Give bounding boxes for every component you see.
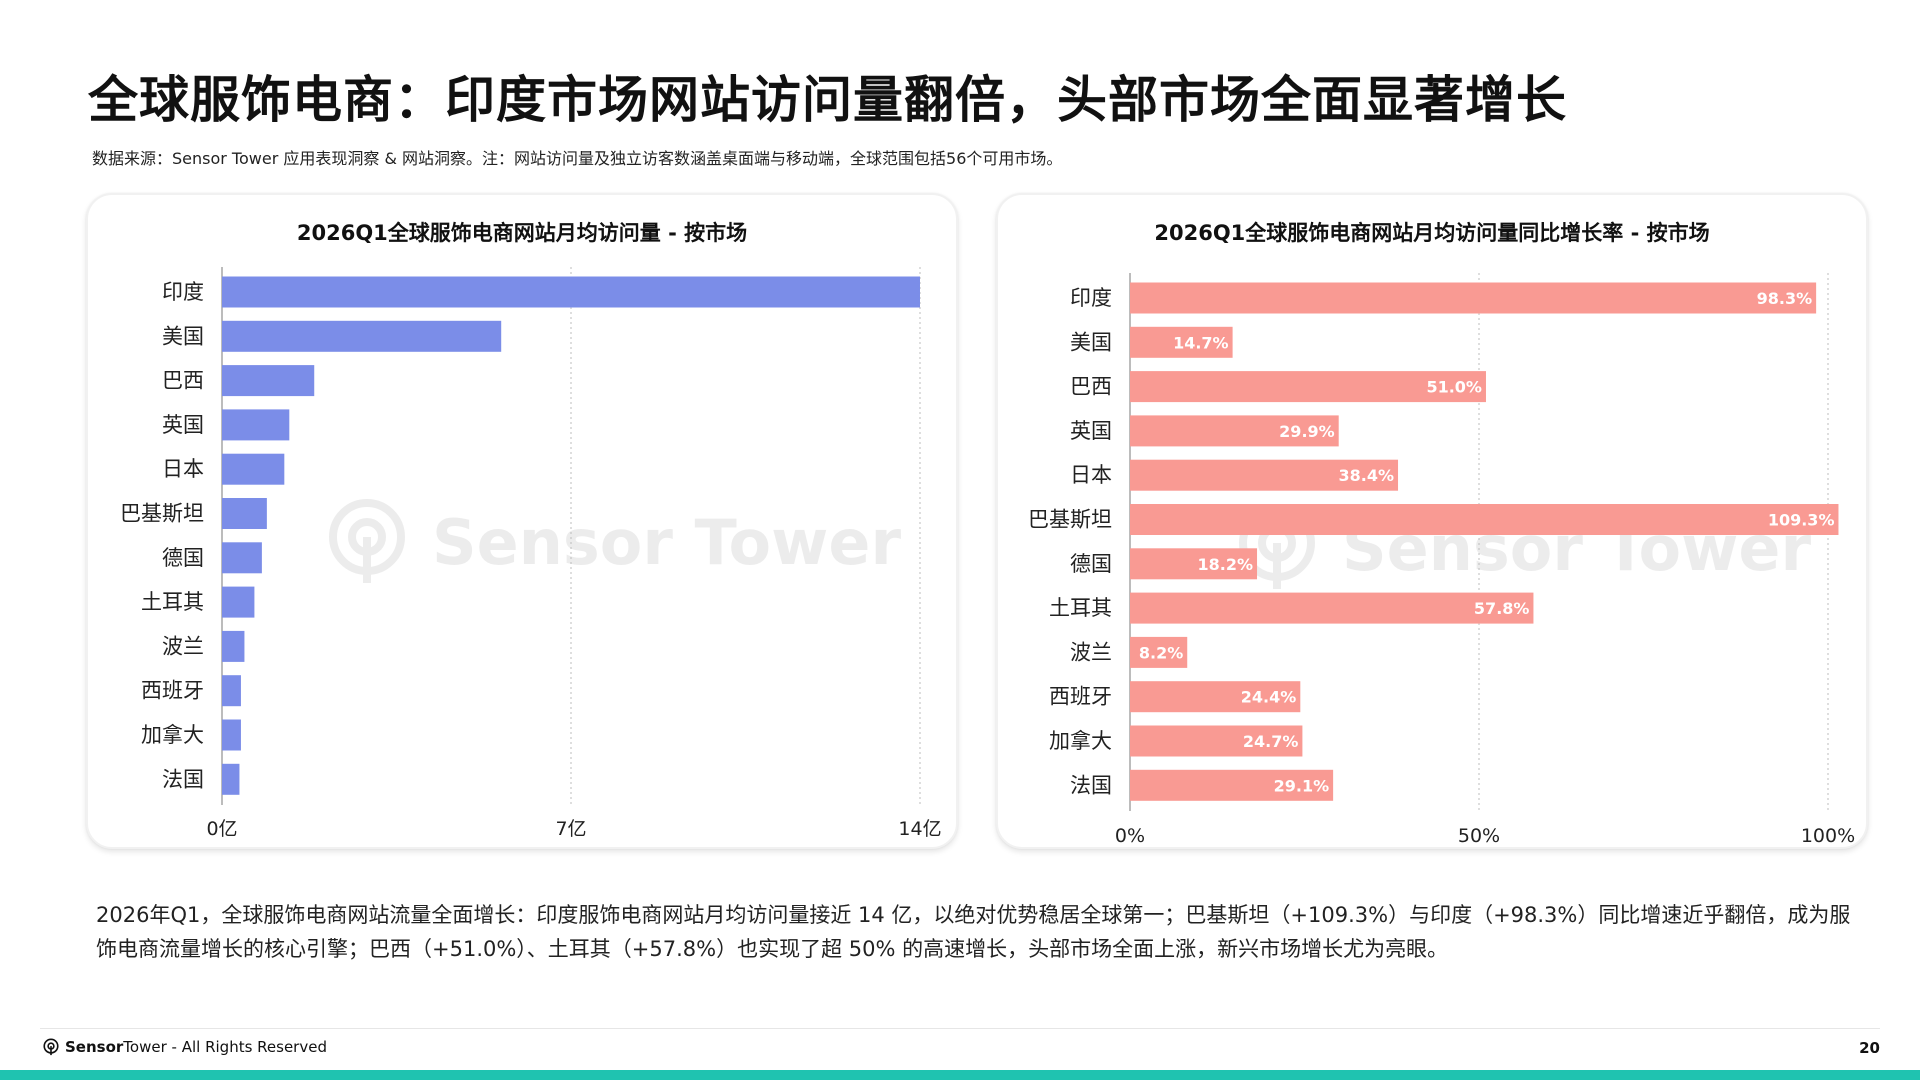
page-number: 20 — [1859, 1039, 1880, 1057]
category-label: 加拿大 — [141, 723, 204, 747]
bar — [222, 453, 285, 485]
footer-brand-bold: Sensor — [65, 1038, 124, 1056]
value-label: 18.2% — [1198, 555, 1254, 574]
value-label: 29.9% — [1279, 422, 1335, 441]
x-tick-label: 100% — [1801, 825, 1855, 847]
category-label: 土耳其 — [1049, 596, 1112, 620]
category-label: 印度 — [162, 280, 204, 304]
bar — [222, 276, 920, 308]
bar — [222, 586, 255, 618]
value-label: 109.3% — [1768, 511, 1835, 530]
category-label: 美国 — [162, 324, 204, 348]
bar — [222, 542, 262, 574]
footer-brand-regular: Tower — [123, 1038, 167, 1056]
value-label: 8.2% — [1139, 643, 1183, 662]
category-label: 西班牙 — [141, 679, 204, 703]
bar — [222, 409, 290, 441]
summary-text: 2026年Q1，全球服饰电商网站流量全面增长：印度服饰电商网站月均访问量接近 1… — [96, 903, 1851, 961]
category-label: 英国 — [162, 413, 204, 437]
category-label: 土耳其 — [141, 590, 204, 614]
bottom-accent-bar — [0, 1070, 1920, 1080]
bar — [1130, 415, 1339, 447]
category-label: 法国 — [1070, 773, 1112, 797]
bar — [222, 365, 315, 397]
x-tick-label: 0亿 — [206, 818, 237, 840]
x-tick-label: 14亿 — [898, 818, 941, 840]
chart-title: 2026Q1全球服饰电商网站月均访问量同比增长率 - 按市场 — [1154, 221, 1710, 245]
bar — [1130, 592, 1534, 624]
bar — [1130, 504, 1839, 535]
data-source-note: 数据来源：Sensor Tower 应用表现洞察 & 网站洞察。注：网站访问量及… — [92, 149, 1063, 168]
value-label: 29.1% — [1274, 776, 1330, 795]
bar — [1130, 725, 1303, 757]
category-label: 日本 — [162, 457, 204, 481]
category-label: 加拿大 — [1049, 729, 1112, 753]
category-label: 巴基斯坦 — [120, 502, 204, 526]
footer-rights: - All Rights Reserved — [166, 1038, 327, 1056]
bar — [1130, 282, 1817, 314]
value-label: 24.4% — [1241, 688, 1297, 707]
growth-chart-card: Sensor Tower 2026Q1全球服饰电商网站月均访问量同比增长率 - … — [996, 193, 1868, 849]
category-label: 英国 — [1070, 419, 1112, 443]
bar — [1130, 769, 1334, 801]
category-label: 波兰 — [162, 634, 204, 658]
bar — [1130, 459, 1399, 491]
sensor-tower-logo-icon — [43, 1038, 59, 1056]
x-tick-label: 7亿 — [555, 818, 586, 840]
category-label: 巴西 — [162, 369, 204, 393]
x-tick-label: 0% — [1115, 825, 1145, 847]
value-label: 14.7% — [1173, 333, 1229, 352]
bar — [222, 719, 241, 751]
category-label: 西班牙 — [1049, 685, 1112, 709]
value-label: 98.3% — [1757, 289, 1813, 308]
category-label: 波兰 — [1070, 640, 1112, 664]
bar — [222, 630, 245, 662]
bar — [1130, 681, 1301, 713]
footer-brand: Sensor Tower - All Rights Reserved — [42, 1038, 327, 1056]
category-label: 巴基斯坦 — [1028, 508, 1112, 532]
bar — [1130, 326, 1233, 358]
category-label: 德国 — [162, 546, 204, 570]
x-tick-label: 50% — [1458, 825, 1500, 847]
bar — [1130, 371, 1486, 403]
chart-title: 2026Q1全球服饰电商网站月均访问量 - 按市场 — [296, 221, 748, 245]
category-label: 巴西 — [1070, 375, 1112, 399]
page-title: 全球服饰电商：印度市场网站访问量翻倍，头部市场全面显著增长 — [88, 71, 1567, 129]
bar — [222, 498, 267, 529]
bar — [222, 320, 502, 352]
visits-chart-card: Sensor Tower 2026Q1全球服饰电商网站月均访问量 - 按市场 0… — [86, 193, 958, 849]
category-label: 德国 — [1070, 552, 1112, 576]
category-label: 美国 — [1070, 330, 1112, 354]
bar — [222, 675, 241, 707]
value-label: 24.7% — [1243, 732, 1299, 751]
growth-bar-chart: 0% 50% 100% 印度 98.3% 美国 14.7% 巴西 51.0% 英国 29.9% 日本 3… — [1028, 273, 1855, 847]
bar — [1130, 548, 1258, 580]
footer-divider — [40, 1028, 1880, 1029]
value-label: 51.0% — [1426, 378, 1482, 397]
bar — [222, 763, 240, 795]
bar — [1130, 636, 1188, 668]
category-label: 日本 — [1070, 463, 1112, 487]
value-label: 38.4% — [1339, 466, 1395, 485]
value-label: 57.8% — [1474, 599, 1530, 618]
category-label: 印度 — [1070, 286, 1112, 310]
category-label: 法国 — [162, 767, 204, 791]
